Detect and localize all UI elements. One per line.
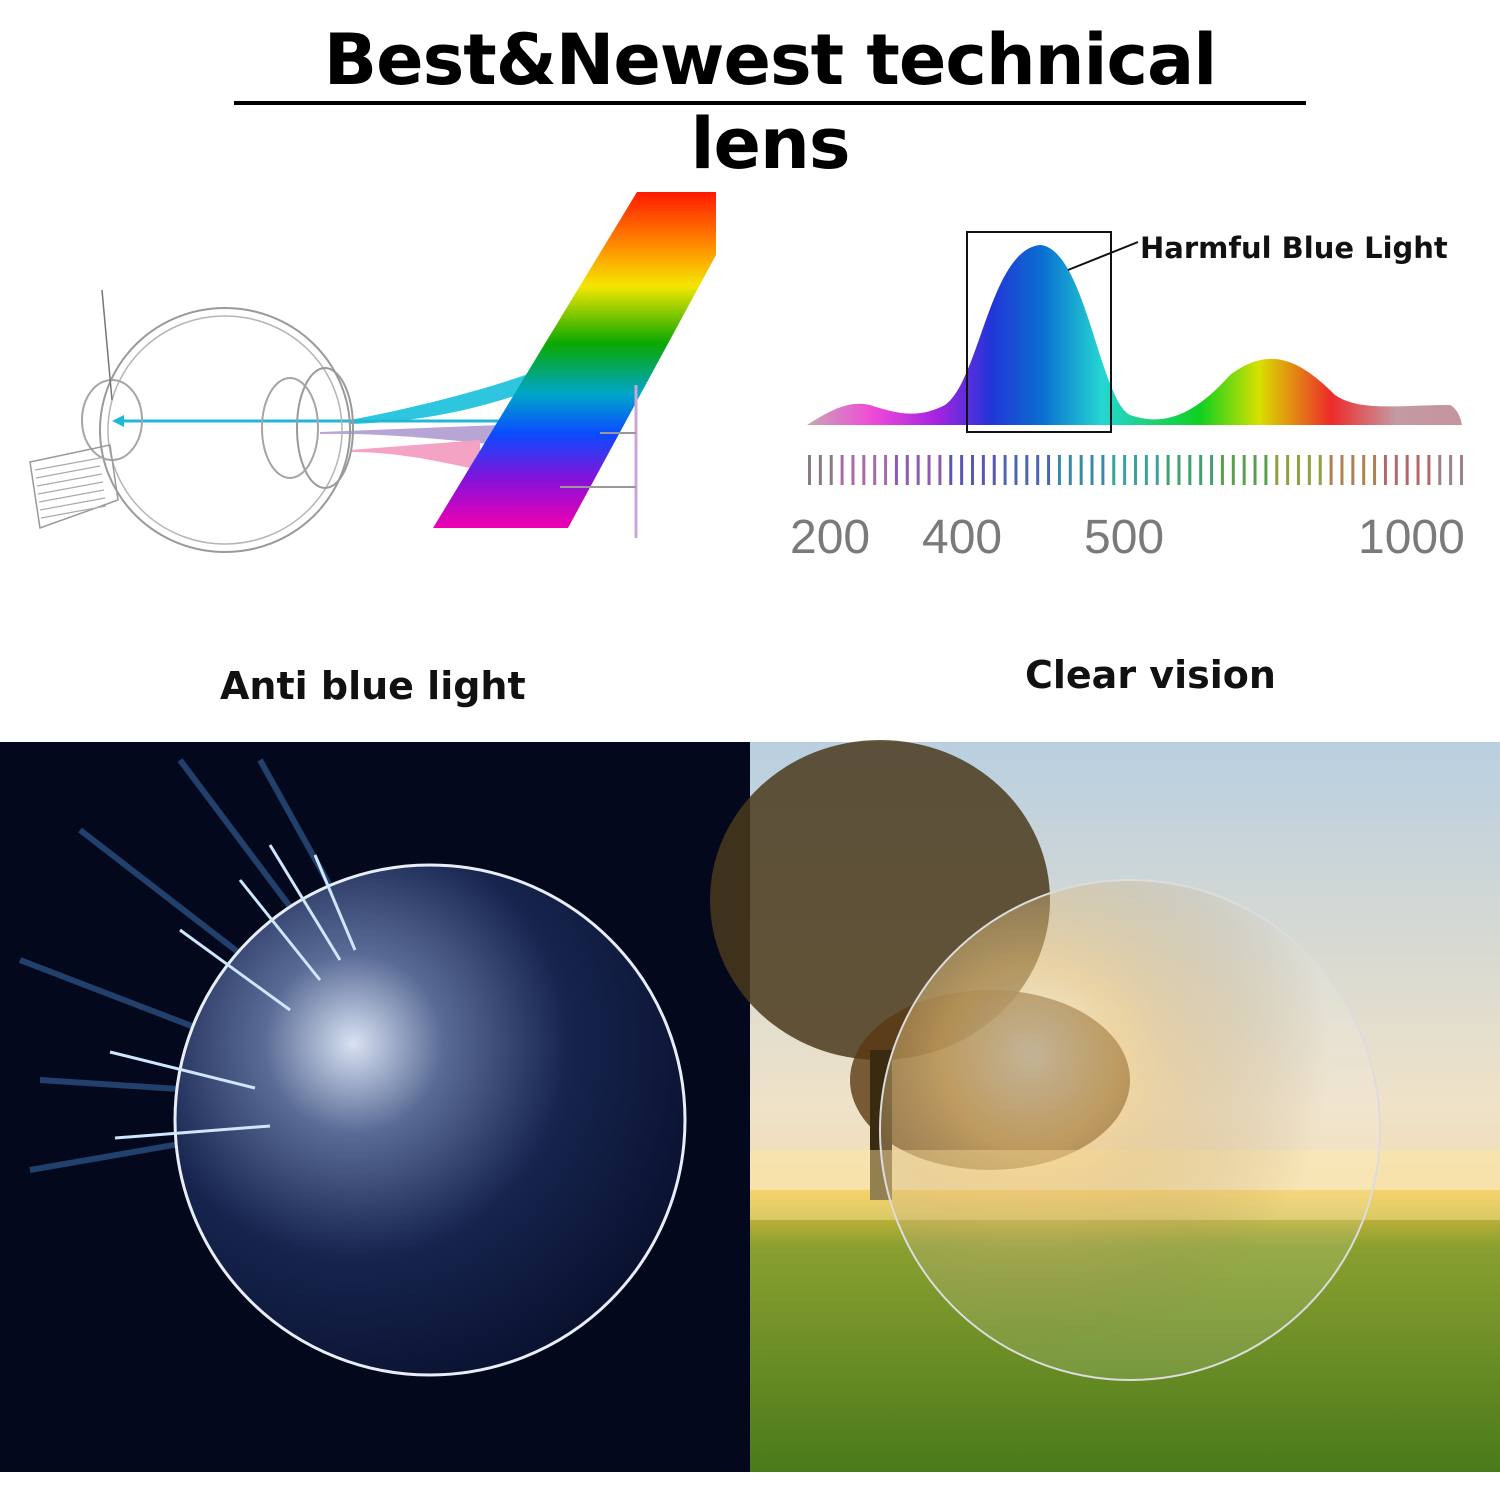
arrow-head-icon — [112, 415, 124, 427]
wavelength-tick — [1155, 455, 1159, 485]
axis-label-500: 500 — [1084, 511, 1164, 564]
wavelength-tick — [1449, 455, 1453, 485]
lens-rim — [173, 863, 687, 1377]
lens-tint — [880, 880, 1380, 1380]
wavelength-tick — [1231, 455, 1235, 485]
wavelength-tick — [1144, 455, 1148, 485]
wavelength-tick — [938, 455, 942, 485]
callout-line — [1067, 241, 1139, 271]
wavelength-tick — [1210, 455, 1214, 485]
page-title: Best&Newest technical lens — [323, 19, 1218, 185]
wavelength-tick — [1177, 455, 1181, 485]
anti-blue-light-caption: Anti blue light — [220, 664, 526, 708]
wavelength-tick — [1405, 455, 1409, 485]
title-underline — [234, 101, 1306, 105]
wavelength-tick — [1123, 455, 1127, 485]
axis-label-1000: 1000 — [1358, 511, 1465, 564]
cornea — [296, 367, 354, 489]
wavelength-tick — [1166, 455, 1170, 485]
wavelength-tick — [1286, 455, 1290, 485]
optic-nerve-fibers — [34, 457, 107, 519]
wavelength-tick — [1068, 455, 1072, 485]
wavelength-tick — [1003, 455, 1007, 485]
wavelength-tick — [862, 455, 866, 485]
axis-label-400: 400 — [922, 511, 1002, 564]
wavelength-tick — [905, 455, 909, 485]
axis-label-200: 200 — [790, 511, 870, 564]
wavelength-tick — [1090, 455, 1094, 485]
eyeball-outline — [99, 307, 351, 553]
wavelength-tick — [1057, 455, 1061, 485]
harmful-blue-light-label: Harmful Blue Light — [1140, 231, 1448, 265]
wavelength-tick — [1220, 455, 1224, 485]
wavelength-tick — [1318, 455, 1322, 485]
wavelength-tick — [981, 455, 985, 485]
wavelength-tick — [1047, 455, 1051, 485]
clear-lens-rim — [879, 879, 1381, 1381]
wavelength-tick — [927, 455, 931, 485]
violet-light-beam — [320, 425, 500, 445]
lens-disc — [175, 865, 685, 1375]
wavelength-tick — [1079, 455, 1083, 485]
wavelength-tick — [1014, 455, 1018, 485]
wavelength-tick — [1253, 455, 1257, 485]
clear-vision-photo — [710, 740, 1500, 1472]
wavelength-tick — [851, 455, 855, 485]
eyeball-inner — [107, 315, 343, 545]
wavelength-tick — [1101, 455, 1105, 485]
lens — [261, 377, 319, 479]
wavelength-tick — [971, 455, 974, 485]
wavelength-tick — [884, 455, 888, 485]
wavelength-tick — [894, 455, 898, 485]
harmful-blue-light-box — [966, 231, 1112, 433]
wavelength-tick — [1134, 455, 1137, 485]
wavelength-tick — [1307, 455, 1311, 485]
wavelength-tick — [1383, 455, 1387, 485]
wavelength-tick — [1438, 455, 1442, 485]
clear-lens-disc — [880, 880, 1380, 1380]
wavelength-tick — [840, 455, 844, 485]
wavelength-tick — [1025, 455, 1029, 485]
spectrum-diagram: Harmful Blue Light 200 400 500 1000 — [790, 231, 1465, 564]
optic-nerve — [29, 444, 119, 530]
pointer-line — [101, 289, 113, 401]
wavelength-tick — [1242, 455, 1246, 485]
wavelength-tick — [1264, 455, 1268, 485]
blue-light-arrows — [109, 844, 357, 1140]
wavelength-tick — [960, 455, 964, 485]
wavelength-tick — [1416, 455, 1420, 485]
wavelength-tick — [873, 455, 877, 485]
wavelength-tick — [1460, 455, 1463, 485]
wavelength-tick-bar — [808, 455, 1463, 485]
wavelength-tick — [1188, 455, 1192, 485]
wavelength-tick — [1351, 455, 1355, 485]
rainbow-prism — [433, 192, 716, 528]
wavelength-tick — [1394, 455, 1398, 485]
wavelength-tick — [992, 455, 996, 485]
wavelength-tick — [1297, 455, 1300, 485]
wavelength-tick — [1427, 455, 1431, 485]
wavelength-tick — [1340, 455, 1344, 485]
wavelength-tick — [1199, 455, 1203, 485]
eye-diagram — [29, 192, 716, 553]
wavelength-tick — [1275, 455, 1279, 485]
wavelength-tick — [1373, 455, 1377, 485]
wavelength-tick — [1036, 455, 1040, 485]
wavelength-tick — [1112, 455, 1116, 485]
wavelength-tick — [1362, 455, 1366, 485]
wavelength-tick — [916, 455, 920, 485]
wavelength-tick — [808, 455, 811, 485]
cyan-light-beam — [350, 368, 545, 424]
wavelength-tick — [1329, 455, 1333, 485]
wavelength-tick — [818, 455, 822, 485]
pink-light-beam — [350, 440, 480, 470]
wavelength-tick — [949, 455, 953, 485]
spectrum-curve — [807, 245, 1462, 425]
clear-vision-caption: Clear vision — [1025, 653, 1276, 697]
anti-blue-light-photo — [0, 742, 750, 1472]
wavelength-tick — [829, 455, 833, 485]
